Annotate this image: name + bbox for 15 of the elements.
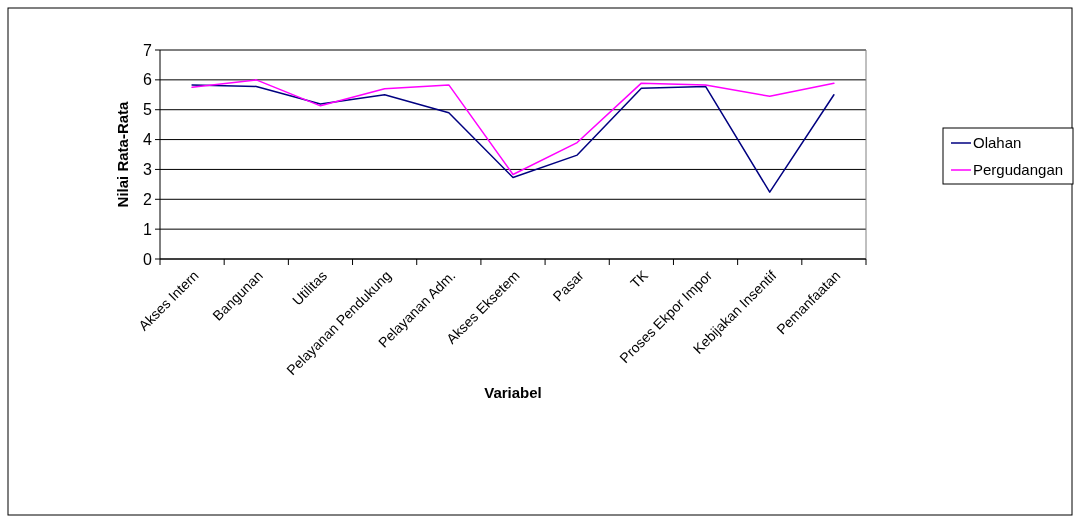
- legend-label: Olahan: [973, 134, 1022, 152]
- y-axis-title: Nilai Rata-Rata: [114, 100, 131, 208]
- y-tick-label: 1: [143, 220, 153, 238]
- y-tick-label: 3: [143, 161, 153, 179]
- legend-label: Pergudangan: [973, 161, 1064, 179]
- y-tick-label: 0: [143, 250, 153, 268]
- y-tick-label: 4: [143, 131, 153, 149]
- y-tick-label: 2: [143, 190, 153, 208]
- y-tick-label: 5: [143, 101, 153, 119]
- line-series: [191, 84, 835, 193]
- x-axis-title: Variabel: [484, 384, 542, 401]
- line-series: [191, 79, 835, 176]
- x-tick-label: TK: [626, 266, 652, 292]
- y-tick-label: 6: [143, 71, 153, 89]
- y-tick-label: 7: [143, 41, 153, 59]
